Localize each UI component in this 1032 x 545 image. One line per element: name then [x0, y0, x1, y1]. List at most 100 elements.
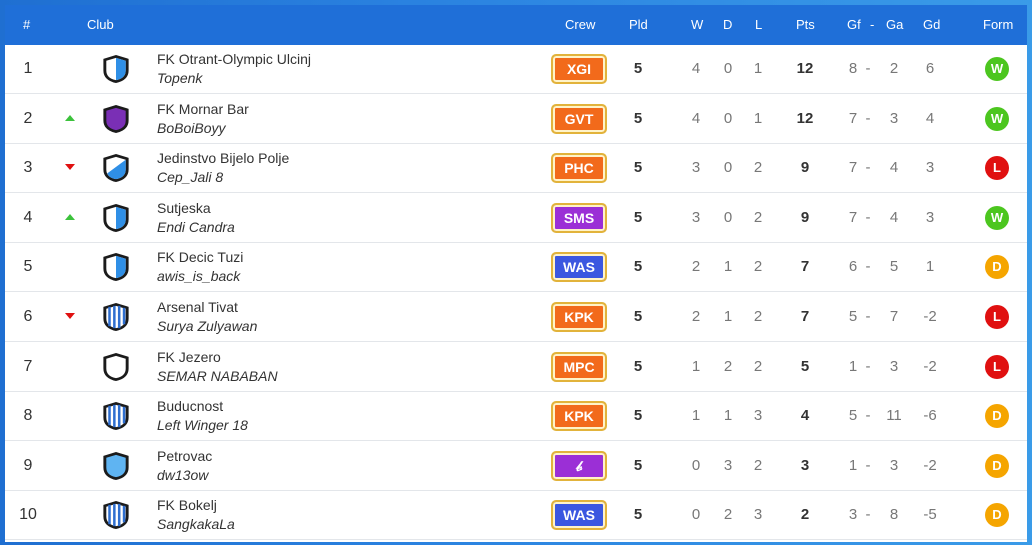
points-cell: 12	[796, 109, 814, 127]
manager-name[interactable]: dw13ow	[157, 466, 209, 483]
club-name[interactable]: FK Otrant-Olympic Ulcinj	[157, 51, 312, 67]
played-cell: 5	[633, 159, 643, 177]
points-cell: 7	[800, 308, 810, 325]
goals-against-cell: 5	[889, 258, 899, 276]
form-badge: W	[985, 106, 1009, 131]
points-cell: 9	[800, 208, 810, 226]
header-d[interactable]: D	[723, 17, 733, 32]
club-crest-icon	[103, 203, 129, 232]
played-cell: 5	[633, 308, 643, 325]
manager-name[interactable]: BoBoiBoyy	[157, 119, 226, 136]
rank-cell: 5	[23, 258, 33, 276]
draws-cell: 1	[723, 407, 733, 425]
club-name[interactable]: Petrovac	[157, 447, 213, 464]
table-row[interactable]: 9 Petrovac dw13ow 𝒷 5 0 3 2 3 1-3 -2 D	[5, 441, 1027, 491]
wins-cell: 0	[691, 456, 701, 474]
club-name[interactable]: FK Mornar Bar	[157, 100, 249, 117]
played-cell: 5	[633, 208, 643, 226]
wins-cell: 1	[691, 357, 701, 375]
table-row[interactable]: 1 FK Otrant-Olympic Ulcinj Topenk XGI 5 4 0 1 12…	[5, 45, 1027, 94]
goals-for-cell: 1	[848, 456, 858, 474]
losses-cell: 3	[753, 506, 763, 524]
crew-badge[interactable]: PHC	[551, 153, 607, 184]
header-l[interactable]: L	[755, 17, 763, 32]
crew-badge[interactable]: WAS	[551, 252, 607, 283]
losses-cell: 2	[753, 258, 763, 276]
table-row[interactable]: 3 Jedinstvo Bijelo Polje Cep_Jali 8 PHC 5 3 0 2…	[5, 144, 1027, 194]
played-cell: 5	[633, 407, 643, 425]
goals-for-cell: 7	[848, 208, 858, 226]
table-row[interactable]: 2 FK Mornar Bar BoBoiBoyy GVT 5 4 0 1 12 7-3 4 W	[5, 94, 1027, 144]
goals-separator: -	[865, 60, 871, 77]
manager-name[interactable]: Cep_Jali 8	[157, 169, 224, 186]
club-name[interactable]: Jedinstvo Bijelo Polje	[157, 150, 290, 167]
standings-table: # Club Crew Pld W D L Pts Gf - Ga Gd For…	[5, 5, 1027, 542]
table-row[interactable]: 5 FK Decic Tuzi awis_is_back WAS 5 2 1 2 7 6-5 1 D	[5, 243, 1027, 293]
manager-name[interactable]: SangkakaLa	[157, 516, 235, 533]
crew-badge[interactable]: KPK	[551, 302, 607, 332]
goals-for-cell: 6	[848, 258, 858, 276]
goals-separator: -	[865, 357, 871, 375]
move-up-icon	[65, 114, 75, 121]
table-row[interactable]: 7 FK Jezero SEMAR NABABAN MPC 5 1 2 2 5 1-3 -2 L	[5, 342, 1027, 392]
goals-for-cell: 7	[848, 109, 858, 127]
form-badge: D	[985, 255, 1009, 280]
move-down-icon	[65, 164, 75, 171]
crew-badge[interactable]: KPK	[551, 401, 607, 432]
header-crew[interactable]: Crew	[565, 17, 596, 32]
header-gd[interactable]: Gd	[923, 17, 941, 32]
club-name[interactable]: FK Decic Tuzi	[157, 249, 244, 266]
table-row[interactable]: 4 Sutjeska Endi Candra SMS 5 3 0 2 9 7-4 3 W	[5, 193, 1027, 243]
goal-diff-cell: 3	[925, 159, 935, 177]
crew-badge[interactable]: 𝒷	[551, 450, 607, 481]
header-gf[interactable]: Gf	[847, 17, 861, 32]
form-badge: L	[985, 156, 1009, 181]
manager-name[interactable]: Endi Candra	[157, 218, 235, 235]
wins-cell: 2	[691, 308, 701, 325]
table-row[interactable]: 8 Buducnost Left Winger 18 KPK 5 1 1 3 4 5-11 -6 D	[5, 392, 1027, 442]
played-cell: 5	[633, 60, 643, 77]
points-cell: 7	[800, 258, 810, 276]
points-cell: 4	[800, 407, 810, 425]
club-name[interactable]: FK Jezero	[157, 348, 221, 365]
goals-separator: -	[865, 109, 871, 127]
header-ga[interactable]: Ga	[886, 17, 904, 32]
form-badge: L	[985, 305, 1009, 329]
header-pld[interactable]: Pld	[629, 17, 648, 32]
goals-separator: -	[865, 506, 871, 524]
header-pts[interactable]: Pts	[796, 17, 815, 32]
manager-name[interactable]: Left Winger 18	[157, 417, 248, 434]
draws-cell: 0	[723, 109, 733, 127]
crew-badge[interactable]: MPC	[551, 351, 607, 382]
losses-cell: 2	[753, 208, 763, 226]
goals-against-cell: 7	[889, 308, 899, 325]
club-name[interactable]: Arsenal Tivat	[157, 299, 238, 315]
form-badge: W	[985, 205, 1009, 230]
points-cell: 2	[800, 506, 810, 524]
crew-badge[interactable]: XGI	[551, 54, 607, 84]
club-crest-icon	[103, 104, 129, 133]
table-row[interactable]: 10 FK Bokelj SangkakaLa WAS 5 0 2 3 2 3-8 -5 D	[5, 491, 1027, 541]
draws-cell: 2	[723, 357, 733, 375]
form-badge: D	[985, 404, 1009, 429]
club-name[interactable]: Sutjeska	[157, 199, 211, 216]
header-club[interactable]: Club	[87, 17, 114, 32]
crew-badge[interactable]: GVT	[551, 103, 607, 134]
club-name[interactable]: Buducnost	[157, 398, 224, 415]
goal-diff-cell: -5	[923, 506, 937, 524]
crew-badge[interactable]: SMS	[551, 202, 607, 233]
crew-badge[interactable]: WAS	[551, 500, 607, 531]
club-name[interactable]: FK Bokelj	[157, 497, 217, 514]
header-w[interactable]: W	[691, 17, 704, 32]
points-cell: 3	[800, 456, 810, 474]
manager-name[interactable]: Topenk	[157, 70, 203, 86]
manager-name[interactable]: Surya Zulyawan	[157, 318, 258, 334]
table-row[interactable]: 6 Arsenal Tivat Surya Zulyawan KPK 5 2 1 2 7 5-7-…	[5, 293, 1027, 342]
losses-cell: 3	[753, 407, 763, 425]
manager-name[interactable]: SEMAR NABABAN	[157, 367, 278, 384]
goals-against-cell: 4	[889, 159, 899, 177]
club-crest-icon	[103, 402, 129, 431]
manager-name[interactable]: awis_is_back	[157, 268, 241, 285]
points-cell: 12	[796, 60, 814, 77]
goal-diff-cell: -2	[923, 357, 937, 375]
